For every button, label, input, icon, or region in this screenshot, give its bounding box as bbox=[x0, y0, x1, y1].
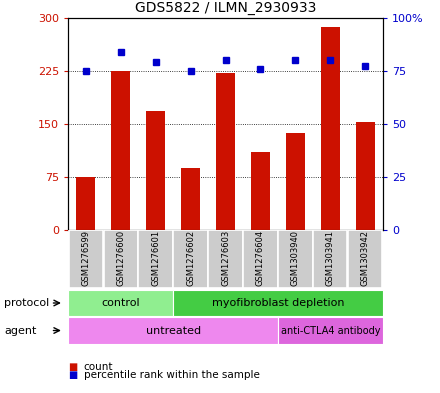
Bar bbox=[243, 230, 278, 288]
Bar bbox=[216, 73, 235, 230]
Text: GSM1276599: GSM1276599 bbox=[81, 230, 90, 286]
Bar bbox=[181, 168, 200, 230]
Text: GSM1276604: GSM1276604 bbox=[256, 230, 265, 286]
Text: myofibroblast depletion: myofibroblast depletion bbox=[212, 298, 344, 308]
Bar bbox=[209, 230, 242, 288]
Text: control: control bbox=[101, 298, 140, 308]
Bar bbox=[251, 152, 270, 230]
Text: anti-CTLA4 antibody: anti-CTLA4 antibody bbox=[281, 325, 380, 336]
Text: GSM1303941: GSM1303941 bbox=[326, 230, 335, 286]
Title: GDS5822 / ILMN_2930933: GDS5822 / ILMN_2930933 bbox=[135, 1, 316, 15]
Text: GSM1303942: GSM1303942 bbox=[361, 230, 370, 286]
Bar bbox=[111, 71, 130, 230]
Bar bbox=[173, 230, 208, 288]
Text: count: count bbox=[84, 362, 113, 373]
Bar bbox=[278, 230, 312, 288]
Text: untreated: untreated bbox=[146, 325, 201, 336]
Bar bbox=[321, 27, 340, 230]
Bar bbox=[76, 177, 95, 230]
Bar bbox=[68, 317, 278, 344]
Bar bbox=[313, 230, 348, 288]
Bar bbox=[139, 230, 173, 288]
Text: GSM1303940: GSM1303940 bbox=[291, 230, 300, 286]
Bar bbox=[146, 111, 165, 230]
Bar bbox=[348, 230, 382, 288]
Bar bbox=[68, 290, 173, 316]
Bar bbox=[286, 133, 305, 230]
Text: percentile rank within the sample: percentile rank within the sample bbox=[84, 370, 260, 380]
Text: GSM1276602: GSM1276602 bbox=[186, 230, 195, 286]
Text: GSM1276601: GSM1276601 bbox=[151, 230, 160, 286]
Bar bbox=[173, 290, 383, 316]
Text: ■: ■ bbox=[68, 370, 77, 380]
Text: protocol: protocol bbox=[4, 298, 50, 308]
Text: GSM1276600: GSM1276600 bbox=[116, 230, 125, 286]
Text: GSM1276603: GSM1276603 bbox=[221, 230, 230, 286]
Bar bbox=[356, 122, 375, 230]
Text: agent: agent bbox=[4, 325, 37, 336]
Bar bbox=[69, 230, 103, 288]
Bar bbox=[103, 230, 138, 288]
Bar bbox=[278, 317, 383, 344]
Text: ■: ■ bbox=[68, 362, 77, 373]
